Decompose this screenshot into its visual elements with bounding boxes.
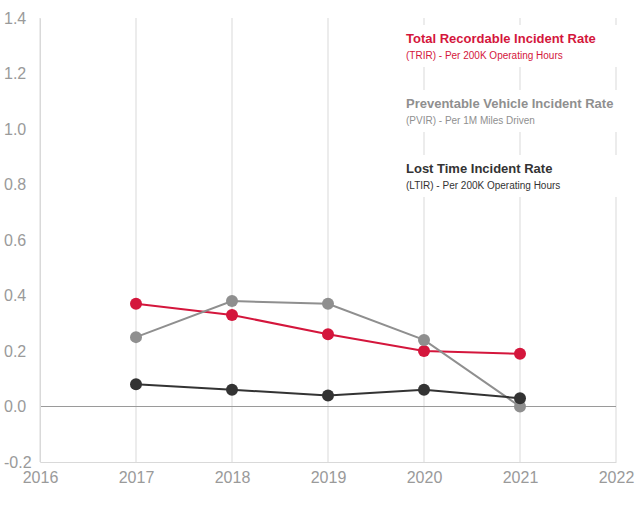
series-point (226, 309, 238, 321)
series-point (322, 389, 334, 401)
zero-line (40, 406, 616, 407)
chart: 2016 2017 2018 2019 2020 2021 2022 -0.2 0.0 0.2 0.… (0, 0, 642, 505)
x-tick: 2019 (311, 462, 347, 486)
grid-line (40, 18, 41, 462)
x-tick: 2020 (407, 462, 443, 486)
y-tick: 0.4 (4, 287, 40, 304)
series-point (514, 348, 526, 360)
x-tick: 2017 (119, 462, 155, 486)
y-tick: 0.2 (4, 343, 40, 360)
x-tick-label: 2020 (407, 469, 443, 486)
y-tick-label: 1.2 (4, 65, 26, 82)
series-point (130, 298, 142, 310)
grid-line (136, 18, 137, 462)
y-tick: 0.8 (4, 176, 40, 193)
series-line (136, 304, 520, 354)
legend-background (402, 25, 618, 67)
x-tick-label: 2022 (599, 469, 635, 486)
x-axis: 2016 2017 2018 2019 2020 2021 2022 (23, 462, 635, 486)
x-tick: 2022 (599, 462, 635, 486)
x-tick-label: 2021 (503, 469, 539, 486)
y-tick-label: 0.8 (4, 176, 26, 193)
series-point (130, 331, 142, 343)
y-axis-line (40, 19, 41, 463)
plot: 2016 2017 2018 2019 2020 2021 2022 -0.2 0.0 0.2 0.… (4, 10, 634, 487)
legend-name: Total Recordable Incident Rate (406, 31, 596, 46)
legend-name: Preventable Vehicle Incident Rate (406, 96, 613, 111)
series-point (418, 334, 430, 346)
legend-background (402, 155, 618, 197)
y-axis: -0.2 0.0 0.2 0.4 0.6 0.8 1.0 1.2 1.4 (4, 10, 41, 471)
legend: Total Recordable Incident Rate (TRIR) - P… (402, 25, 618, 197)
y-tick-label: 1.4 (4, 10, 26, 27)
x-tick-label: 2016 (23, 469, 59, 486)
x-tick-label: 2018 (215, 469, 251, 486)
series-point (322, 298, 334, 310)
series-point (514, 392, 526, 404)
grid-line (616, 18, 617, 462)
series-point (418, 384, 430, 396)
y-tick-label: 0.2 (4, 343, 26, 360)
y-tick: 1.2 (4, 65, 40, 82)
legend-description: (PVIR) - Per 1M Miles Driven (406, 115, 535, 126)
x-tick-label: 2017 (119, 469, 155, 486)
y-tick-label: -0.2 (4, 454, 32, 471)
y-tick-label: 1.0 (4, 121, 26, 138)
x-tick: 2018 (215, 462, 251, 486)
series-point (226, 295, 238, 307)
y-tick: 1.0 (4, 121, 40, 138)
y-tick-label: 0.6 (4, 232, 26, 249)
series-point (322, 328, 334, 340)
x-axis-line (41, 462, 617, 463)
series-point (130, 378, 142, 390)
y-tick-label: 0.0 (4, 398, 26, 415)
legend-description: (TRIR) - Per 200K Operating Hours (406, 50, 563, 61)
x-tick-label: 2019 (311, 469, 347, 486)
y-tick: 1.4 (4, 10, 40, 27)
grid (40, 18, 616, 462)
legend-description: (LTIR) - Per 200K Operating Hours (406, 180, 560, 191)
y-tick-label: 0.4 (4, 287, 26, 304)
legend-background (402, 90, 618, 132)
series-point (418, 345, 430, 357)
y-tick: 0.0 (4, 398, 40, 415)
y-tick: 0.6 (4, 232, 40, 249)
y-tick: -0.2 (4, 454, 40, 471)
x-tick: 2021 (503, 462, 539, 486)
series-point (226, 384, 238, 396)
series-group (130, 295, 526, 412)
series-line (136, 301, 520, 406)
legend-name: Lost Time Incident Rate (406, 161, 552, 176)
